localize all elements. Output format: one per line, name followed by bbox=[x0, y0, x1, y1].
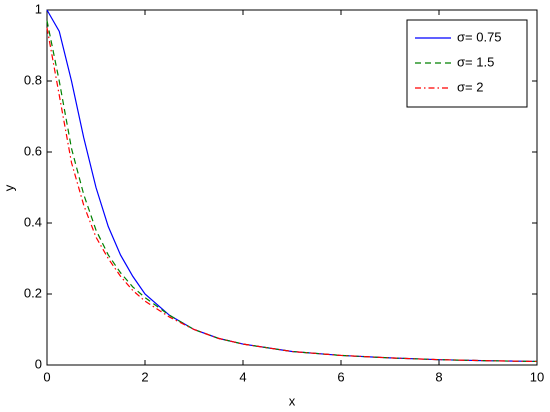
y-tick-label: 1 bbox=[35, 1, 42, 16]
y-axis-label: y bbox=[1, 184, 16, 191]
legend-label: σ= 1.5 bbox=[457, 54, 494, 69]
x-tick-label: 6 bbox=[337, 369, 344, 384]
x-tick-label: 10 bbox=[530, 369, 544, 384]
line-series bbox=[46, 9, 538, 363]
y-tick-label: 0.6 bbox=[24, 143, 42, 158]
x-tick-label: 8 bbox=[435, 369, 442, 384]
y-tick-label: 0.2 bbox=[24, 285, 42, 300]
y-tick-label: 0.4 bbox=[24, 214, 42, 229]
x-axis-label: x bbox=[289, 393, 296, 408]
y-tick-label: 0 bbox=[35, 356, 42, 371]
y-tick-label: 0.8 bbox=[24, 72, 42, 87]
legend-label: σ= 2 bbox=[457, 79, 483, 94]
line-series bbox=[46, 27, 538, 363]
legend-label: σ= 0.75 bbox=[457, 29, 502, 44]
x-tick-label: 0 bbox=[43, 369, 50, 384]
x-tick-label: 2 bbox=[141, 369, 148, 384]
x-tick-label: 4 bbox=[239, 369, 246, 384]
